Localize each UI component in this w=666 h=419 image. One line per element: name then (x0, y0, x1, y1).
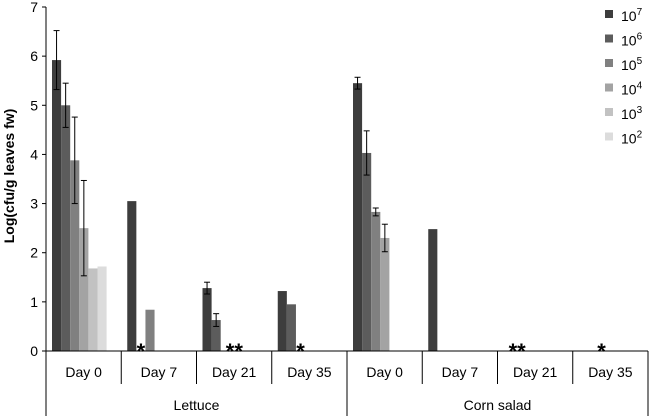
legend-label-3: 103 (621, 105, 643, 122)
legend-swatch-6 (605, 34, 613, 43)
annotation-asterisk-4: * (597, 339, 606, 364)
axes-layer (42, 6, 649, 416)
bar-6-2 (211, 320, 221, 351)
bar-3-0 (88, 268, 98, 351)
x-category-label: Day 0 (65, 364, 102, 380)
bar-7-1 (127, 201, 137, 351)
bars-layer (52, 60, 438, 352)
x-category-label: Day 0 (366, 364, 403, 380)
legend: 107 106 105 104 103 102 (605, 7, 643, 147)
bar-7-4 (353, 83, 363, 352)
legend-label-6: 106 (621, 32, 643, 49)
x-category-label: Day 7 (141, 364, 178, 380)
y-tick-label: 3 (30, 196, 38, 212)
x-category-label: Day 7 (442, 364, 479, 380)
y-tick-label: 7 (30, 0, 38, 15)
x-group-label: Corn salad (464, 397, 532, 413)
bar-6-0 (61, 105, 71, 352)
y-tick-label: 5 (30, 97, 38, 113)
legend-label-5: 105 (621, 56, 643, 73)
bar-2-0 (97, 266, 107, 351)
y-tick-label: 0 (30, 343, 38, 359)
annotation-asterisk-2: * (296, 339, 305, 364)
bar-5-4 (371, 211, 381, 351)
bar-4-0 (79, 228, 89, 351)
bar-4-4 (380, 237, 390, 351)
x-category-label: Day 35 (287, 364, 332, 380)
x-category-label: Day 35 (588, 364, 633, 380)
legend-swatch-3 (605, 108, 613, 116)
legend-swatch-5 (605, 59, 613, 67)
error-bars-layer (53, 30, 388, 327)
legend-label-2: 102 (621, 130, 643, 147)
bar-7-3 (277, 291, 287, 351)
bar-6-4 (362, 152, 372, 351)
x-category-label: Day 21 (212, 364, 257, 380)
bar-5-0 (70, 160, 80, 351)
legend-swatch-2 (605, 132, 613, 141)
annotation-asterisk-0: * (137, 339, 146, 364)
bar-7-5 (428, 229, 438, 351)
legend-label-4: 104 (621, 81, 643, 98)
x-group-label: Lettuce (174, 397, 220, 413)
y-tick-label: 1 (30, 294, 38, 310)
bar-7-2 (202, 288, 212, 351)
y-tick-label: 6 (30, 48, 38, 64)
y-tick-label: 2 (30, 245, 38, 261)
y-axis-label: Log(cfu/g leaves fw) (1, 109, 17, 244)
legend-label-7: 107 (621, 7, 643, 24)
bar-5-1 (145, 309, 155, 351)
annotation-asterisk-1: ** (226, 339, 244, 364)
legend-swatch-4 (605, 83, 613, 92)
y-tick-label: 4 (30, 146, 38, 162)
x-category-label: Day 21 (513, 364, 558, 380)
bar-6-3 (286, 304, 296, 351)
annotation-asterisk-3: ** (509, 339, 527, 364)
bar-7-0 (52, 60, 62, 352)
legend-swatch-7 (605, 10, 613, 18)
